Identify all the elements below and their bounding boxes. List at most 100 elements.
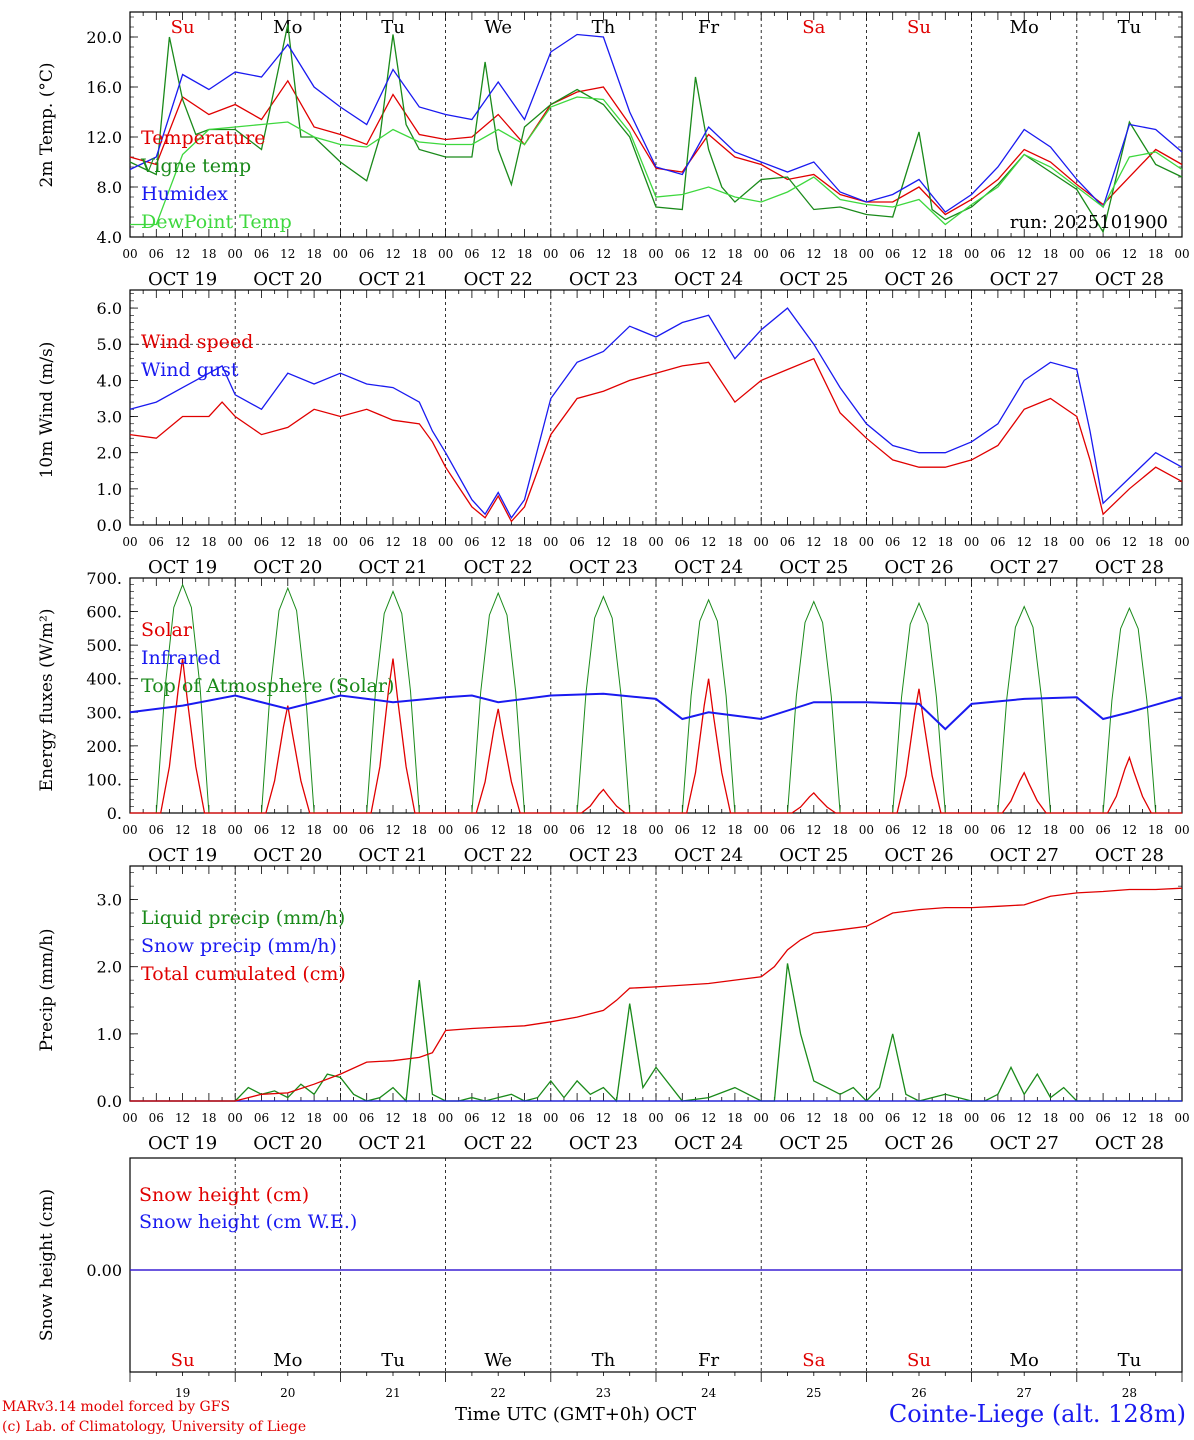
hour-label: 00 bbox=[648, 1111, 663, 1125]
series-humidex bbox=[129, 33, 1183, 213]
series-solar-day bbox=[235, 705, 341, 814]
hour-label: 18 bbox=[938, 1111, 953, 1125]
hour-label: 18 bbox=[517, 247, 532, 261]
hour-label: 00 bbox=[122, 1111, 137, 1125]
y-tick-label: 2.0 bbox=[97, 958, 122, 977]
hour-label: 06 bbox=[1095, 247, 1110, 261]
hour-label: 18 bbox=[1043, 535, 1058, 549]
day-number-label: 21 bbox=[385, 1386, 400, 1400]
hour-label: 12 bbox=[701, 535, 716, 549]
hour-label: 06 bbox=[359, 535, 374, 549]
hour-label: 12 bbox=[911, 247, 926, 261]
y-tick-label: 0. bbox=[107, 804, 122, 823]
date-label: OCT 21 bbox=[358, 1133, 427, 1154]
legend-total-cumulated-cm-: Total cumulated (cm) bbox=[141, 963, 346, 985]
hour-label: 18 bbox=[306, 823, 321, 837]
y-tick-label: 3.0 bbox=[97, 891, 122, 910]
date-label: OCT 20 bbox=[253, 845, 322, 866]
hour-label: 12 bbox=[175, 247, 190, 261]
hour-label: 12 bbox=[491, 1111, 506, 1125]
hour-label: 00 bbox=[859, 535, 874, 549]
date-label: OCT 20 bbox=[253, 269, 322, 290]
legend-wind-gust: Wind gust bbox=[141, 359, 239, 381]
hour-label: 18 bbox=[201, 247, 216, 261]
hour-label: 06 bbox=[149, 1111, 164, 1125]
hour-label: 12 bbox=[1017, 247, 1032, 261]
hour-label: 18 bbox=[1148, 247, 1163, 261]
plot-frame-1 bbox=[129, 11, 1183, 238]
series-top-of-atmosphere-day bbox=[656, 598, 762, 814]
legend-wind-speed: Wind speed bbox=[141, 331, 253, 353]
hour-label: 00 bbox=[1069, 823, 1084, 837]
legend-top-of-atmosphere-solar-: Top of Atmosphere (Solar) bbox=[141, 675, 394, 697]
hour-label: 00 bbox=[438, 535, 453, 549]
hour-label: 18 bbox=[412, 535, 427, 549]
hour-label: 00 bbox=[754, 535, 769, 549]
hour-label: 00 bbox=[754, 1111, 769, 1125]
hour-label: 00 bbox=[438, 823, 453, 837]
date-label: OCT 28 bbox=[1095, 845, 1164, 866]
y-tick-label: 5.0 bbox=[97, 335, 122, 354]
date-label: OCT 22 bbox=[464, 845, 533, 866]
hour-label: 06 bbox=[569, 1111, 584, 1125]
hour-label: 18 bbox=[1148, 823, 1163, 837]
hour-label: 00 bbox=[333, 535, 348, 549]
series-top-of-atmosphere-day bbox=[340, 590, 446, 814]
hour-label: 06 bbox=[1095, 535, 1110, 549]
legend-vigne-temp: Vigne temp bbox=[140, 155, 251, 177]
hour-label: 12 bbox=[596, 823, 611, 837]
y-tick-label: 700. bbox=[86, 569, 122, 588]
legend-dewpoint-temp: DewPoint Temp bbox=[141, 211, 292, 233]
hour-label: 06 bbox=[675, 535, 690, 549]
hour-label: 00 bbox=[754, 823, 769, 837]
weekday-label: Sa bbox=[802, 17, 825, 38]
y-axis-label: Snow height (cm) bbox=[37, 1189, 57, 1341]
y-tick-label: 6.0 bbox=[97, 299, 122, 318]
hour-label: 06 bbox=[780, 1111, 795, 1125]
series-top-of-atmosphere-day bbox=[445, 591, 551, 814]
hour-label: 18 bbox=[938, 823, 953, 837]
hour-label: 00 bbox=[754, 247, 769, 261]
hour-label: 06 bbox=[359, 1111, 374, 1125]
legend-solar: Solar bbox=[141, 619, 193, 641]
hour-label: 06 bbox=[990, 1111, 1005, 1125]
hour-label: 12 bbox=[175, 535, 190, 549]
y-tick-label: 1.0 bbox=[97, 480, 122, 499]
day-number-label: 24 bbox=[701, 1386, 717, 1400]
weekday-label: Tu bbox=[1118, 17, 1142, 38]
credit-line-lab: (c) Lab. of Climatology, University of L… bbox=[2, 1419, 307, 1435]
legend-infrared: Infrared bbox=[141, 647, 221, 669]
hour-label: 18 bbox=[832, 535, 847, 549]
hour-label: 06 bbox=[254, 535, 269, 549]
run-label: run: 2025101900 bbox=[1010, 212, 1168, 233]
y-tick-label: 0.00 bbox=[86, 1261, 122, 1280]
date-label: OCT 25 bbox=[779, 269, 848, 290]
hour-label: 12 bbox=[1122, 247, 1137, 261]
date-label: OCT 28 bbox=[1095, 557, 1164, 578]
hour-label: 06 bbox=[780, 823, 795, 837]
series-top-of-atmosphere-day bbox=[235, 586, 341, 814]
hour-label: 00 bbox=[964, 535, 979, 549]
weekday-label: Tu bbox=[381, 1350, 405, 1371]
hour-label: 00 bbox=[438, 1111, 453, 1125]
date-label: OCT 26 bbox=[884, 1133, 953, 1154]
hour-label: 12 bbox=[1017, 535, 1032, 549]
hour-label: 18 bbox=[727, 823, 742, 837]
weekday-label: Fr bbox=[698, 17, 719, 38]
date-label: OCT 21 bbox=[358, 269, 427, 290]
series-top-of-atmosphere-day bbox=[130, 583, 236, 814]
series-solar-day bbox=[761, 791, 867, 814]
credit-line-model: MARv3.14 model forced by GFS bbox=[2, 1399, 231, 1415]
hour-label: 06 bbox=[990, 247, 1005, 261]
hour-label: 06 bbox=[464, 1111, 479, 1125]
series-temperature bbox=[129, 79, 1183, 216]
hour-label: 06 bbox=[464, 823, 479, 837]
hour-label: 12 bbox=[280, 823, 295, 837]
series-wind-gust bbox=[129, 307, 1183, 520]
series-solar-day bbox=[130, 658, 236, 814]
weekday-label: Th bbox=[592, 17, 616, 38]
y-tick-label: 0.0 bbox=[97, 516, 122, 535]
weekday-label: Tu bbox=[381, 17, 405, 38]
hour-label: 06 bbox=[149, 823, 164, 837]
hour-label: 06 bbox=[780, 535, 795, 549]
